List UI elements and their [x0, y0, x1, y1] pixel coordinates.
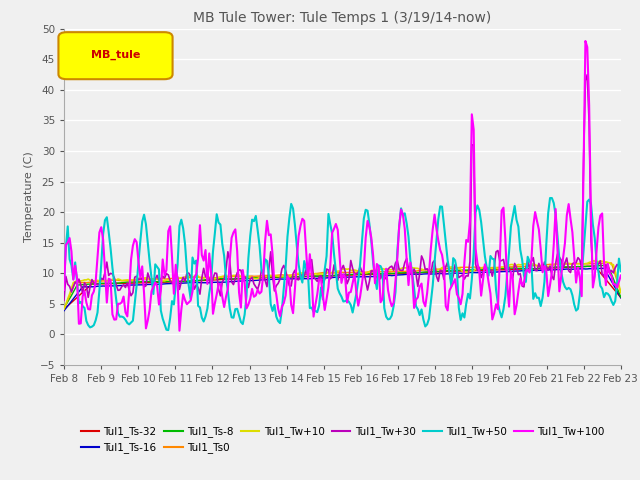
Text: MB_tule: MB_tule	[90, 50, 140, 60]
FancyBboxPatch shape	[58, 32, 173, 79]
Title: MB Tule Tower: Tule Temps 1 (3/19/14-now): MB Tule Tower: Tule Temps 1 (3/19/14-now…	[193, 11, 492, 25]
Legend: Tul1_Ts-32, Tul1_Ts-16, Tul1_Ts-8, Tul1_Ts0, Tul1_Tw+10, Tul1_Tw+30, Tul1_Tw+50,: Tul1_Ts-32, Tul1_Ts-16, Tul1_Ts-8, Tul1_…	[76, 422, 609, 457]
Y-axis label: Temperature (C): Temperature (C)	[24, 151, 34, 242]
